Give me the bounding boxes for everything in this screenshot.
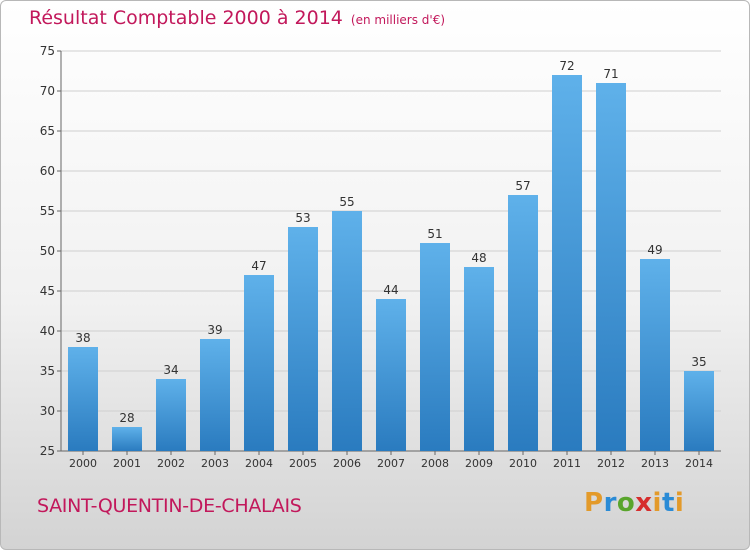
x-tick-label: 2003 (201, 457, 229, 470)
bar-2012 (596, 83, 626, 451)
y-tick-label: 50 (40, 244, 55, 258)
bar-2001 (112, 427, 142, 451)
y-tick-label: 60 (40, 164, 55, 178)
data-label: 51 (427, 227, 442, 241)
data-label: 44 (383, 283, 398, 297)
x-tick-label: 2004 (245, 457, 273, 470)
y-tick-label: 55 (40, 204, 55, 218)
bar-2009 (464, 267, 494, 451)
x-tick-label: 2006 (333, 457, 361, 470)
x-tick-label: 2009 (465, 457, 493, 470)
y-tick-label: 35 (40, 364, 55, 378)
y-tick-labels: 25 30 35 40 45 50 55 60 65 70 75 (40, 44, 55, 458)
y-tick-label: 25 (40, 444, 55, 458)
bar-2003 (200, 339, 230, 451)
x-tick-label: 2001 (113, 457, 141, 470)
y-tick-label: 65 (40, 124, 55, 138)
bar-2006 (332, 211, 362, 451)
data-label: 34 (163, 363, 178, 377)
x-tick-label: 2000 (69, 457, 97, 470)
data-label: 49 (647, 243, 662, 257)
bar-2008 (420, 243, 450, 451)
bars (68, 75, 714, 451)
bar-chart: 38 28 34 39 47 53 55 44 51 48 57 72 71 49 35 25 30 35 40 4… (40, 44, 721, 470)
x-tick-label: 2013 (641, 457, 669, 470)
y-tick-label: 30 (40, 404, 55, 418)
proxiti-logo[interactable]: Proxiti (584, 488, 685, 518)
data-label: 72 (559, 59, 574, 73)
bar-2013 (640, 259, 670, 451)
y-tick-label: 70 (40, 84, 55, 98)
bar-2005 (288, 227, 318, 451)
y-tick-label: 45 (40, 284, 55, 298)
data-label: 53 (295, 211, 310, 225)
y-tick-label: 40 (40, 324, 55, 338)
x-tick-label: 2007 (377, 457, 405, 470)
data-label: 48 (471, 251, 486, 265)
y-tick-label: 75 (40, 44, 55, 58)
bar-2004 (244, 275, 274, 451)
data-labels: 38 28 34 39 47 53 55 44 51 48 57 72 71 49 35 (75, 59, 706, 425)
commune-name: SAINT-QUENTIN-DE-CHALAIS (37, 495, 302, 517)
x-tick-labels: 2000 2001 2002 2003 2004 2005 2006 2007 2008 2009… (69, 451, 713, 470)
chart-title: Résultat Comptable 2000 à 2014 (en millie… (29, 7, 445, 29)
data-label: 57 (515, 179, 530, 193)
data-label: 35 (691, 355, 706, 369)
bar-2011 (552, 75, 582, 451)
data-label: 28 (119, 411, 134, 425)
data-label: 47 (251, 259, 266, 273)
data-label: 38 (75, 331, 90, 345)
bar-2014 (684, 371, 714, 451)
x-tick-label: 2014 (685, 457, 713, 470)
x-tick-label: 2010 (509, 457, 537, 470)
bar-2002 (156, 379, 186, 451)
bar-2010 (508, 195, 538, 451)
bar-2000 (68, 347, 98, 451)
x-tick-label: 2012 (597, 457, 625, 470)
x-tick-label: 2011 (553, 457, 581, 470)
data-label: 39 (207, 323, 222, 337)
bar-2007 (376, 299, 406, 451)
x-tick-label: 2005 (289, 457, 317, 470)
data-label: 71 (603, 67, 618, 81)
unit-label: (en milliers d'€) (350, 13, 446, 27)
title-text: Résultat Comptable 2000 à 2014 (29, 7, 343, 29)
x-tick-label: 2008 (421, 457, 449, 470)
x-tick-label: 2002 (157, 457, 185, 470)
data-label: 55 (339, 195, 354, 209)
